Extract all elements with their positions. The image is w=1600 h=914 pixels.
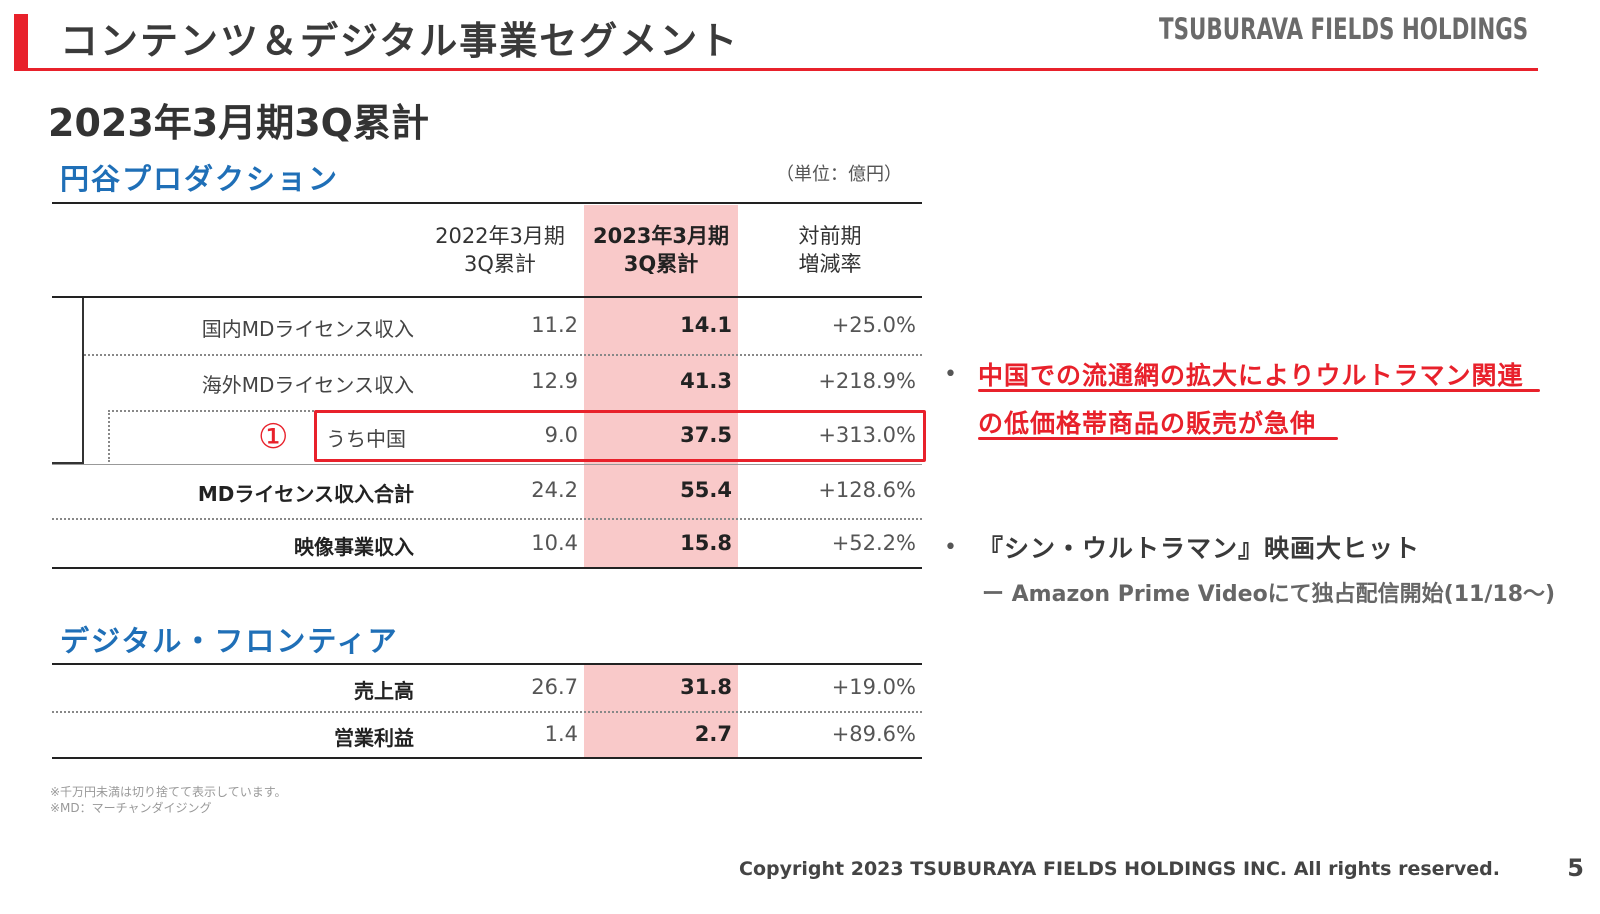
md-group-bracket [82, 298, 84, 463]
row-divider [52, 518, 922, 520]
title-accent-bar [14, 14, 28, 70]
row-change-rate: +19.0% [831, 675, 916, 699]
row-label: MDライセンス収入合計 [197, 482, 414, 506]
table-row: 営業利益 1.4 2.7 +89.6% [52, 722, 922, 752]
page-title: コンテンツ＆デジタル事業セグメント [60, 19, 740, 63]
row-change-rate: +25.0% [831, 313, 916, 337]
col-header-prev: 2022年3月期 3Q累計 [420, 222, 580, 278]
underline-china-line2 [978, 437, 1338, 440]
title-divider [14, 68, 1538, 71]
col-header-prev-line1: 2022年3月期 [435, 224, 565, 248]
section-title-digital: デジタル・フロンティア [60, 624, 399, 658]
row-prev-value: 24.2 [531, 478, 578, 502]
bullet-movie-line2: ー Amazon Prime Videoにて独占配信開始(11/18〜) [982, 582, 1556, 607]
table-top-rule [52, 202, 922, 204]
row-divider [52, 464, 922, 465]
period-heading: 2023年3月期3Q累計 [48, 101, 429, 145]
row-current-value: 2.7 [694, 722, 732, 746]
col-header-curr-line2: 3Q累計 [623, 252, 699, 276]
bullet-marker: • [944, 362, 957, 387]
company-logo: TSUBURAVA FIELDS HOLDINGS [1158, 12, 1528, 46]
sub-row-bracket [108, 410, 110, 462]
bullet-marker: • [944, 535, 957, 560]
row-label: 営業利益 [334, 726, 414, 750]
page-number: 5 [1567, 854, 1584, 882]
row-change-rate: +218.9% [818, 369, 916, 393]
row-prev-value: 10.4 [531, 531, 578, 555]
marker-circled-one: ① [258, 417, 289, 457]
footnotes: ※千万円未満は切り捨てて表示しています。 ※MD：マーチャンダイジング [50, 784, 287, 816]
table-row: 海外MDライセンス収入 12.9 41.3 +218.9% [52, 369, 922, 399]
china-highlight-box [314, 410, 926, 462]
col-header-change-line2: 増減率 [798, 252, 862, 276]
row-current-value: 55.4 [680, 478, 732, 502]
row-change-rate: +89.6% [831, 722, 916, 746]
row-prev-value: 1.4 [544, 722, 578, 746]
header-bottom-rule [52, 296, 922, 298]
row-current-value: 15.8 [680, 531, 732, 555]
row-current-value: 14.1 [680, 313, 732, 337]
row-prev-value: 26.7 [531, 675, 578, 699]
row-change-rate: +52.2% [831, 531, 916, 555]
row-prev-value: 11.2 [531, 313, 578, 337]
bullet-china-line1: 中国での流通網の拡大によりウルトラマン関連 [978, 361, 1524, 390]
table-bottom-rule [52, 567, 922, 569]
section-title-tsuburaya: 円谷プロダクション [60, 162, 340, 196]
col-header-change: 対前期 増減率 [750, 222, 910, 278]
table-row: 売上高 26.7 31.8 +19.0% [52, 675, 922, 705]
col-header-curr: 2023年3月期 3Q累計 [584, 222, 738, 278]
footnote-md-definition: ※MD：マーチャンダイジング [50, 801, 212, 815]
row-label: 売上高 [354, 679, 414, 703]
table-row-china: うち中国 9.0 37.5 +313.0% [52, 423, 922, 453]
table-bottom-rule [52, 757, 922, 759]
col-header-change-line1: 対前期 [798, 224, 862, 248]
row-label: 海外MDライセンス収入 [201, 373, 414, 397]
row-change-rate: +313.0% [818, 423, 916, 447]
table-row: 国内MDライセンス収入 11.2 14.1 +25.0% [52, 313, 922, 343]
row-current-value: 37.5 [680, 423, 732, 447]
row-divider [52, 711, 922, 713]
row-prev-value: 9.0 [544, 423, 578, 447]
col-header-curr-line1: 2023年3月期 [592, 224, 730, 248]
row-divider [84, 354, 922, 356]
table-top-rule [52, 663, 922, 665]
underline-china-line1 [978, 389, 1540, 392]
unit-note: （単位：億円） [776, 164, 902, 185]
bullet-china-line2: の低価格帯商品の販売が急伸 [978, 409, 1317, 438]
bullet-movie-line1: 『シン・ウルトラマン』映画大ヒット [978, 534, 1421, 563]
footnote-rounding: ※千万円未満は切り捨てて表示しています。 [50, 785, 287, 799]
row-current-value: 41.3 [680, 369, 732, 393]
row-prev-value: 12.9 [531, 369, 578, 393]
row-label: うち中国 [326, 427, 406, 451]
md-group-bracket-foot [52, 462, 84, 464]
copyright-notice: Copyright 2023 TSUBURAYA FIELDS HOLDINGS… [739, 858, 1500, 880]
table-row-total: MDライセンス収入合計 24.2 55.4 +128.6% [52, 478, 922, 508]
col-header-prev-line2: 3Q累計 [464, 252, 536, 276]
row-current-value: 31.8 [680, 675, 732, 699]
row-label: 国内MDライセンス収入 [201, 317, 414, 341]
row-change-rate: +128.6% [818, 478, 916, 502]
current-period-highlight [584, 205, 738, 568]
table-row: 映像事業収入 10.4 15.8 +52.2% [52, 531, 922, 561]
row-label: 映像事業収入 [294, 535, 414, 559]
